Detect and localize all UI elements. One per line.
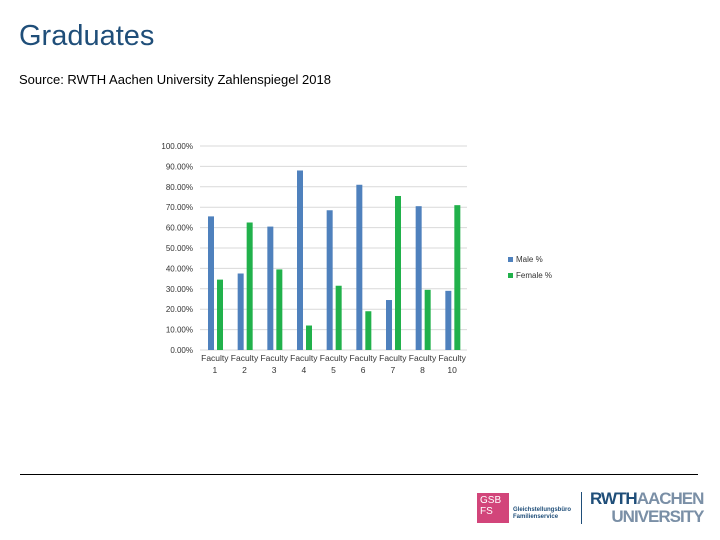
x-tick-label: 5 [331, 365, 336, 375]
y-tick-label: 30.00% [166, 285, 193, 294]
x-tick-label: Faculty [231, 353, 259, 363]
bar-male [208, 216, 214, 350]
x-tick-label: Faculty [438, 353, 466, 363]
rwth-logo: RWTHAACHEN UNIVERSITY [590, 489, 704, 526]
bar-male [415, 206, 422, 350]
bar-chart: 0.00% 10.00% 20.00% 30.00% 40.00% 50.00% 60.00… [161, 142, 552, 375]
bar-female [365, 311, 372, 350]
bar-female [246, 222, 253, 350]
legend-swatch [508, 257, 513, 262]
x-tick-label: 4 [301, 365, 306, 375]
bar-female [335, 285, 342, 350]
x-tick-label: 10 [447, 365, 457, 375]
x-tick-label: 6 [361, 365, 366, 375]
x-tick-label: 1 [212, 365, 217, 375]
gsb-fs-logo: GSB FS [477, 493, 509, 523]
legend-swatch [508, 273, 513, 278]
legend-label: Male % [516, 255, 543, 264]
bar-male [237, 273, 244, 350]
bar-female [454, 205, 461, 350]
bar-male [297, 170, 303, 350]
y-tick-label: 50.00% [166, 244, 193, 253]
bar-male [267, 226, 274, 350]
bar-female [424, 289, 431, 350]
bar-female [306, 325, 312, 350]
x-tick-label: Faculty [349, 353, 377, 363]
y-tick-label: 0.00% [170, 346, 193, 355]
y-tick-label: 40.00% [166, 264, 193, 273]
bar-male [386, 300, 392, 350]
x-tick-label: 7 [390, 365, 395, 375]
page-title: Graduates [19, 20, 155, 52]
bar-female [217, 279, 223, 350]
x-tick-label: Faculty [409, 353, 437, 363]
bar-female [395, 195, 401, 350]
gsb-fs-logo-text: Gleichstellungsbüro Familienservice [513, 507, 572, 520]
x-tick-label: Faculty [260, 353, 288, 363]
legend-label: Female % [516, 271, 552, 280]
x-tick-label: 3 [272, 365, 277, 375]
logo-separator [581, 492, 582, 524]
y-tick-label: 20.00% [166, 305, 193, 314]
y-tick-label: 60.00% [166, 224, 193, 233]
x-tick-label: Faculty [379, 353, 407, 363]
y-tick-label: 80.00% [166, 183, 193, 192]
bar-male [445, 290, 452, 350]
footer-divider [20, 474, 698, 475]
x-tick-label: Faculty [320, 353, 348, 363]
y-tick-label: 70.00% [166, 203, 193, 212]
y-tick-label: 10.00% [166, 326, 193, 335]
y-tick-label: 100.00% [161, 142, 193, 151]
y-tick-label: 90.00% [166, 162, 193, 171]
bar-male [326, 210, 333, 350]
x-tick-label: Faculty [290, 353, 318, 363]
bar-male [356, 184, 363, 350]
x-tick-label: 8 [420, 365, 425, 375]
x-tick-label: 2 [242, 365, 247, 375]
bar-female [276, 269, 283, 350]
x-tick-label: Faculty [201, 353, 229, 363]
source-note: Source: RWTH Aachen University Zahlenspi… [19, 72, 331, 87]
